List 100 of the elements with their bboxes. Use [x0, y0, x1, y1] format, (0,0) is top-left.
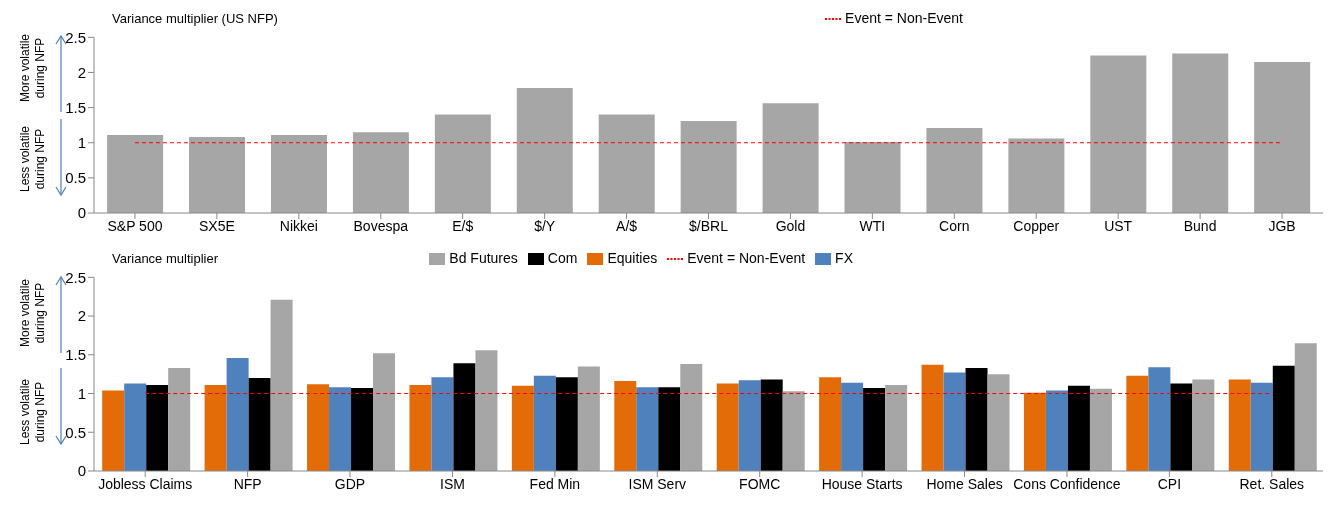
x-tick-label: $/BRL — [689, 217, 729, 234]
bar — [844, 142, 901, 213]
bar — [1254, 61, 1311, 213]
x-tick-label: E/$ — [452, 217, 474, 234]
x-tick-label: ISM Serv — [628, 475, 687, 492]
bar — [270, 134, 327, 213]
text: More volatile during NFP — [18, 277, 48, 349]
bar — [434, 114, 491, 213]
bar — [841, 382, 864, 471]
y-tick-label: 1.5 — [65, 98, 86, 116]
bar — [885, 385, 908, 471]
x-tick-label: House Starts — [821, 475, 903, 492]
x-tick-label: Jobless Claims — [98, 475, 193, 492]
bar — [168, 367, 191, 471]
legend-label: Com — [547, 250, 578, 266]
bar — [926, 127, 983, 213]
x-tick-label: A/$ — [616, 217, 638, 234]
bar — [965, 367, 988, 471]
bar — [760, 379, 783, 471]
x-tick-label: FOMC — [739, 475, 781, 492]
bar — [762, 103, 819, 213]
bar — [1250, 382, 1273, 471]
bar — [307, 384, 330, 471]
bar — [475, 350, 498, 471]
bar — [1272, 365, 1295, 471]
x-tick-label: Bund — [1183, 217, 1217, 234]
bar — [352, 132, 409, 213]
x-tick-label: S&P 500 — [107, 217, 163, 234]
chart-title: Variance multiplier (US NFP) — [112, 11, 278, 26]
bar — [636, 387, 659, 471]
bar — [431, 377, 454, 471]
y-tick-label: 2 — [77, 307, 86, 325]
text: Less volatile during NFP — [18, 124, 48, 194]
bar — [373, 353, 396, 471]
legend-label: Event = Non-Event — [687, 250, 806, 266]
bar — [204, 385, 227, 471]
chart-title: Variance multiplier — [112, 251, 218, 266]
legend-label: Equities — [607, 250, 658, 266]
x-tick-label: $/Y — [534, 217, 556, 234]
x-tick-label: Nikkei — [279, 217, 318, 234]
bar — [189, 137, 246, 213]
x-tick-label: SX5E — [198, 217, 235, 234]
x-tick-label: Copper — [1013, 217, 1060, 234]
legend-label: FX — [835, 250, 853, 266]
bar — [351, 388, 374, 471]
x-tick-label: GDP — [334, 475, 366, 492]
x-tick-label: Gold — [775, 217, 806, 234]
y-tick-label: 0 — [77, 204, 86, 222]
text: Less volatile during NFP — [18, 377, 48, 447]
bar — [782, 391, 805, 471]
bar — [738, 380, 761, 471]
y-tick-label: 2.5 — [65, 28, 86, 46]
y-tick-label: 2 — [77, 63, 86, 81]
bar — [1045, 390, 1068, 471]
bar — [1008, 138, 1065, 213]
bar — [598, 114, 655, 213]
legend-label: Event = Non-Event — [845, 10, 963, 26]
bar — [921, 364, 944, 471]
y-tick-label: 0.5 — [65, 169, 86, 187]
bar — [102, 390, 125, 471]
x-tick-label: UST — [1104, 217, 1133, 234]
x-tick-label: Fed Min — [529, 475, 581, 492]
bar — [270, 299, 293, 471]
x-tick-label: Bovespa — [353, 217, 409, 234]
bar — [943, 372, 966, 471]
bar — [555, 377, 578, 471]
y-tick-label: 0 — [77, 462, 86, 480]
text: More volatile during NFP — [18, 33, 48, 105]
y-tick-label: 2.5 — [65, 268, 86, 286]
bar — [409, 385, 432, 471]
bar — [516, 87, 573, 213]
bar — [680, 364, 703, 471]
bar — [1089, 388, 1112, 471]
bar — [1170, 383, 1193, 471]
bar — [533, 375, 556, 471]
bar — [107, 134, 164, 213]
bar — [453, 363, 476, 471]
x-tick-label: Corn — [939, 217, 970, 234]
bar — [716, 383, 739, 471]
bar — [614, 381, 637, 471]
x-tick-label: ISM — [440, 475, 465, 492]
bar — [863, 388, 886, 471]
x-tick-label: WTI — [859, 217, 886, 234]
x-tick-label: Home Sales — [926, 475, 1003, 492]
bar — [1023, 392, 1046, 471]
x-tick-label: Ret. Sales — [1239, 475, 1305, 492]
bar — [819, 377, 842, 471]
y-tick-label: 1 — [77, 134, 86, 152]
bar — [1067, 385, 1090, 471]
bar — [1090, 55, 1147, 213]
x-tick-label: Cons Confidence — [1013, 475, 1121, 492]
legend-label: Bd Futures — [449, 250, 518, 266]
bar — [1126, 375, 1149, 471]
bar — [511, 385, 534, 471]
bar — [987, 374, 1010, 471]
x-tick-label: JGB — [1268, 217, 1296, 234]
bar — [1294, 343, 1317, 471]
y-tick-label: 1 — [77, 384, 86, 402]
bar — [124, 383, 147, 471]
x-tick-label: NFP — [233, 475, 262, 492]
